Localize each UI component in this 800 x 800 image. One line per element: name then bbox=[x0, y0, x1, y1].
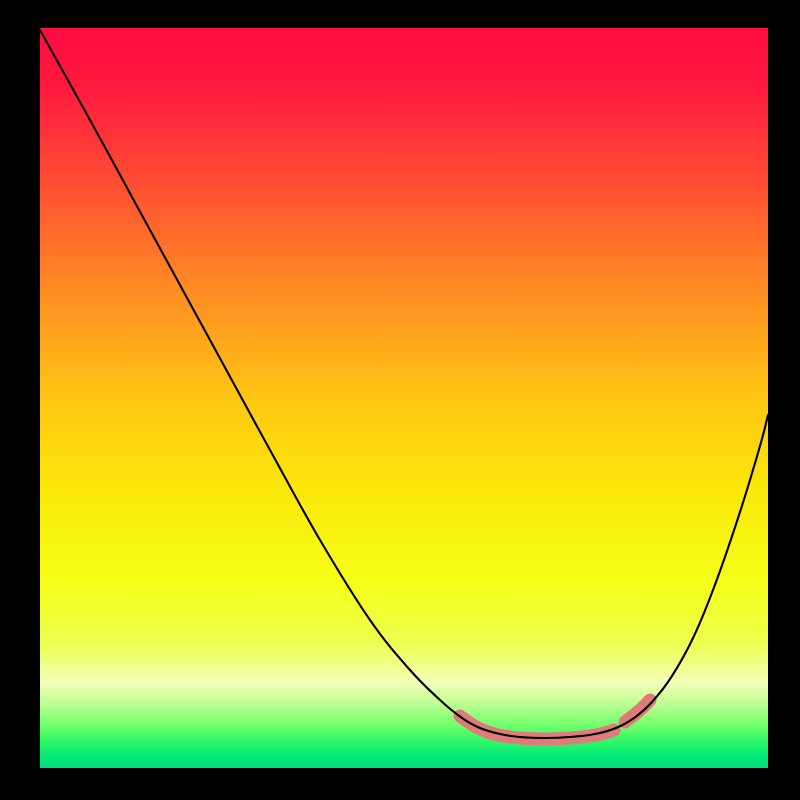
plot-gradient-background bbox=[40, 28, 768, 768]
chart-svg bbox=[0, 0, 800, 800]
chart-stage: TheBottleneck.com bbox=[0, 0, 800, 800]
